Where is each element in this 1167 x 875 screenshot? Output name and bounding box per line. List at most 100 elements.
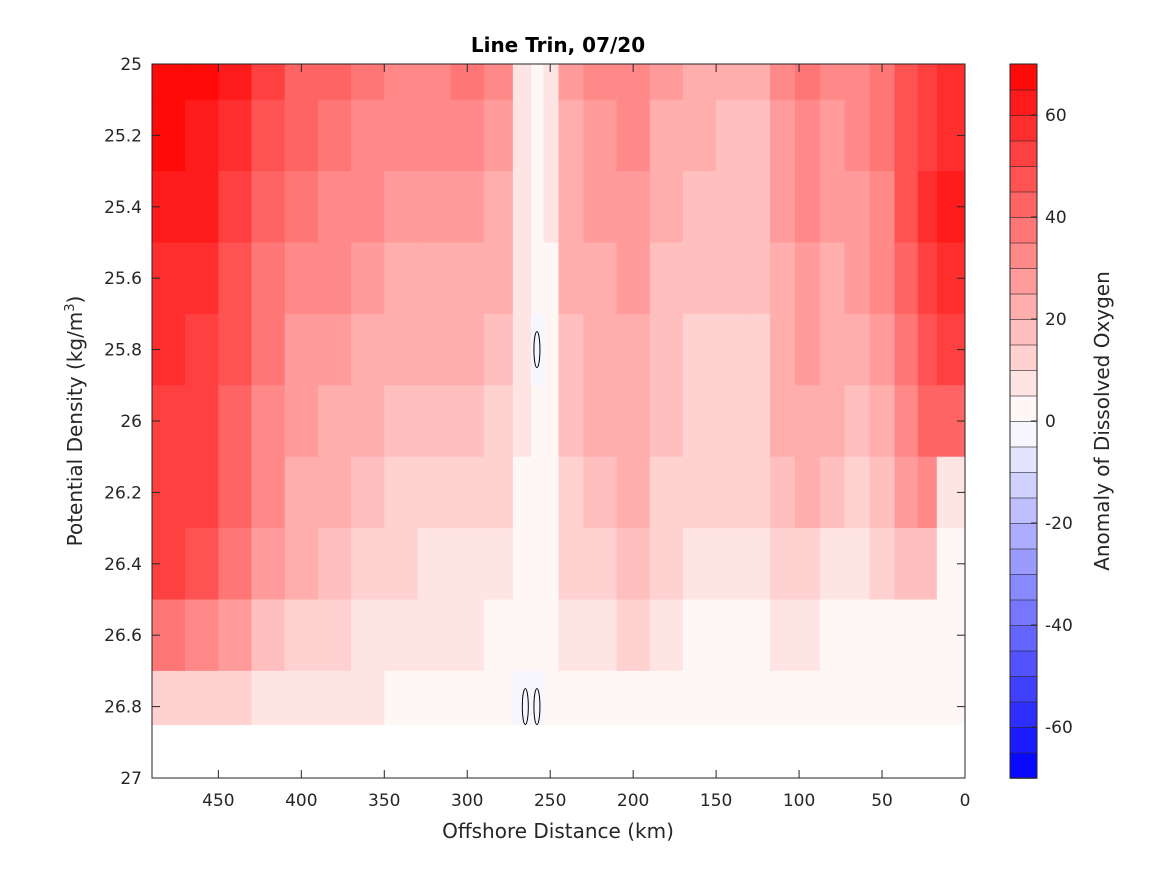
heat-cell: [745, 599, 771, 672]
heat-cell: [483, 313, 514, 386]
heat-cell: [543, 670, 560, 726]
heat-cell: [531, 599, 545, 672]
colorbar-band: [1009, 471, 1038, 499]
heat-cell: [384, 242, 419, 315]
heat-cell: [682, 99, 717, 172]
heat-cell: [417, 171, 452, 244]
heat-cell: [384, 599, 419, 672]
heat-cell: [794, 313, 821, 386]
x-tick-label: 250: [534, 791, 566, 811]
heat-cell: [682, 456, 717, 529]
heat-cell: [917, 670, 938, 726]
heat-cell: [917, 313, 938, 386]
heat-cell: [844, 385, 871, 458]
heat-cell: [770, 99, 796, 172]
heat-cell: [869, 456, 896, 529]
heat-cell: [512, 599, 532, 672]
heat-cell: [794, 242, 821, 315]
heat-cell: [558, 385, 584, 458]
x-tick-label: 450: [202, 791, 234, 811]
heat-cell: [716, 599, 746, 672]
heat-cell: [649, 670, 684, 726]
heat-cell: [417, 670, 452, 726]
heat-cell: [251, 171, 286, 244]
colorbar-band: [1009, 165, 1038, 193]
heat-cell: [583, 99, 618, 172]
heat-cell: [351, 171, 385, 244]
heat-cell: [483, 64, 514, 101]
heat-cell: [251, 528, 286, 601]
heat-cell: [583, 171, 618, 244]
zero-contour: [533, 688, 541, 726]
colorbar-ticks: 60 40 20 0 -20 -40 -60: [1031, 106, 1073, 738]
heat-cell: [936, 64, 965, 101]
heat-cell: [251, 64, 286, 101]
heat-cell: [531, 528, 545, 601]
heat-cell: [543, 99, 560, 172]
heat-cell: [251, 670, 286, 726]
heat-cell: [794, 99, 821, 172]
heat-cell: [682, 385, 717, 458]
contour-fill-layer: [152, 64, 965, 726]
heat-cell: [819, 528, 846, 601]
heat-cell: [794, 670, 821, 726]
heat-cell: [616, 242, 651, 315]
heat-cell: [869, 99, 896, 172]
heat-cell: [819, 385, 846, 458]
y-tick-label: 26: [120, 412, 142, 432]
heat-cell: [218, 456, 253, 529]
heat-cell: [483, 456, 514, 529]
heat-cell: [794, 599, 821, 672]
heat-cell: [483, 528, 514, 601]
heat-cell: [512, 313, 532, 386]
heat-cell: [819, 171, 846, 244]
heat-cell: [616, 599, 651, 672]
heat-cell: [558, 528, 584, 601]
heat-cell: [417, 456, 452, 529]
heat-cell: [351, 64, 385, 101]
heat-cell: [894, 64, 919, 101]
heat-cell: [558, 99, 584, 172]
heat-cell: [317, 313, 352, 386]
heat-cell: [770, 385, 796, 458]
heat-cell: [770, 456, 796, 529]
heat-cell: [450, 171, 485, 244]
heat-cell: [558, 456, 584, 529]
heat-cell: [770, 670, 796, 726]
heat-cell: [745, 242, 771, 315]
heat-cell: [185, 171, 219, 244]
heat-cell: [351, 242, 385, 315]
heat-cell: [869, 313, 896, 386]
heat-cell: [844, 313, 871, 386]
heat-cell: [317, 670, 352, 726]
heat-cell: [384, 528, 419, 601]
colorbar-band: [1009, 752, 1038, 779]
colorbar-band: [1009, 701, 1038, 728]
heat-cell: [682, 64, 717, 101]
heat-cell: [649, 528, 684, 601]
heat-cell: [894, 99, 919, 172]
colorbar-band: [1009, 318, 1038, 346]
y-axis: 25 25.2 25.4 25.6 25.8 26 26.2 26.4 26.6 26.8 27: [104, 55, 965, 789]
heat-cell: [844, 171, 871, 244]
colorbar-band: [1009, 395, 1038, 422]
colorbar-label: Anomaly of Dissolved Oxygen: [1090, 271, 1114, 571]
heat-cell: [251, 456, 286, 529]
heat-cell: [558, 171, 584, 244]
heat-cell: [531, 313, 545, 386]
heat-cell: [770, 528, 796, 601]
heat-cell: [917, 385, 938, 458]
heat-cell: [450, 599, 485, 672]
heat-cell: [770, 64, 796, 101]
heat-cell: [917, 456, 938, 529]
heat-cell: [794, 171, 821, 244]
heat-cell: [583, 242, 618, 315]
x-tick-label: 150: [700, 791, 732, 811]
heat-cell: [745, 528, 771, 601]
colorbar-band: [1009, 650, 1038, 677]
heat-cell: [284, 99, 319, 172]
heat-cell: [869, 171, 896, 244]
heat-cell: [894, 599, 919, 672]
heat-cell: [682, 528, 717, 601]
colorbar-band: [1009, 675, 1038, 703]
